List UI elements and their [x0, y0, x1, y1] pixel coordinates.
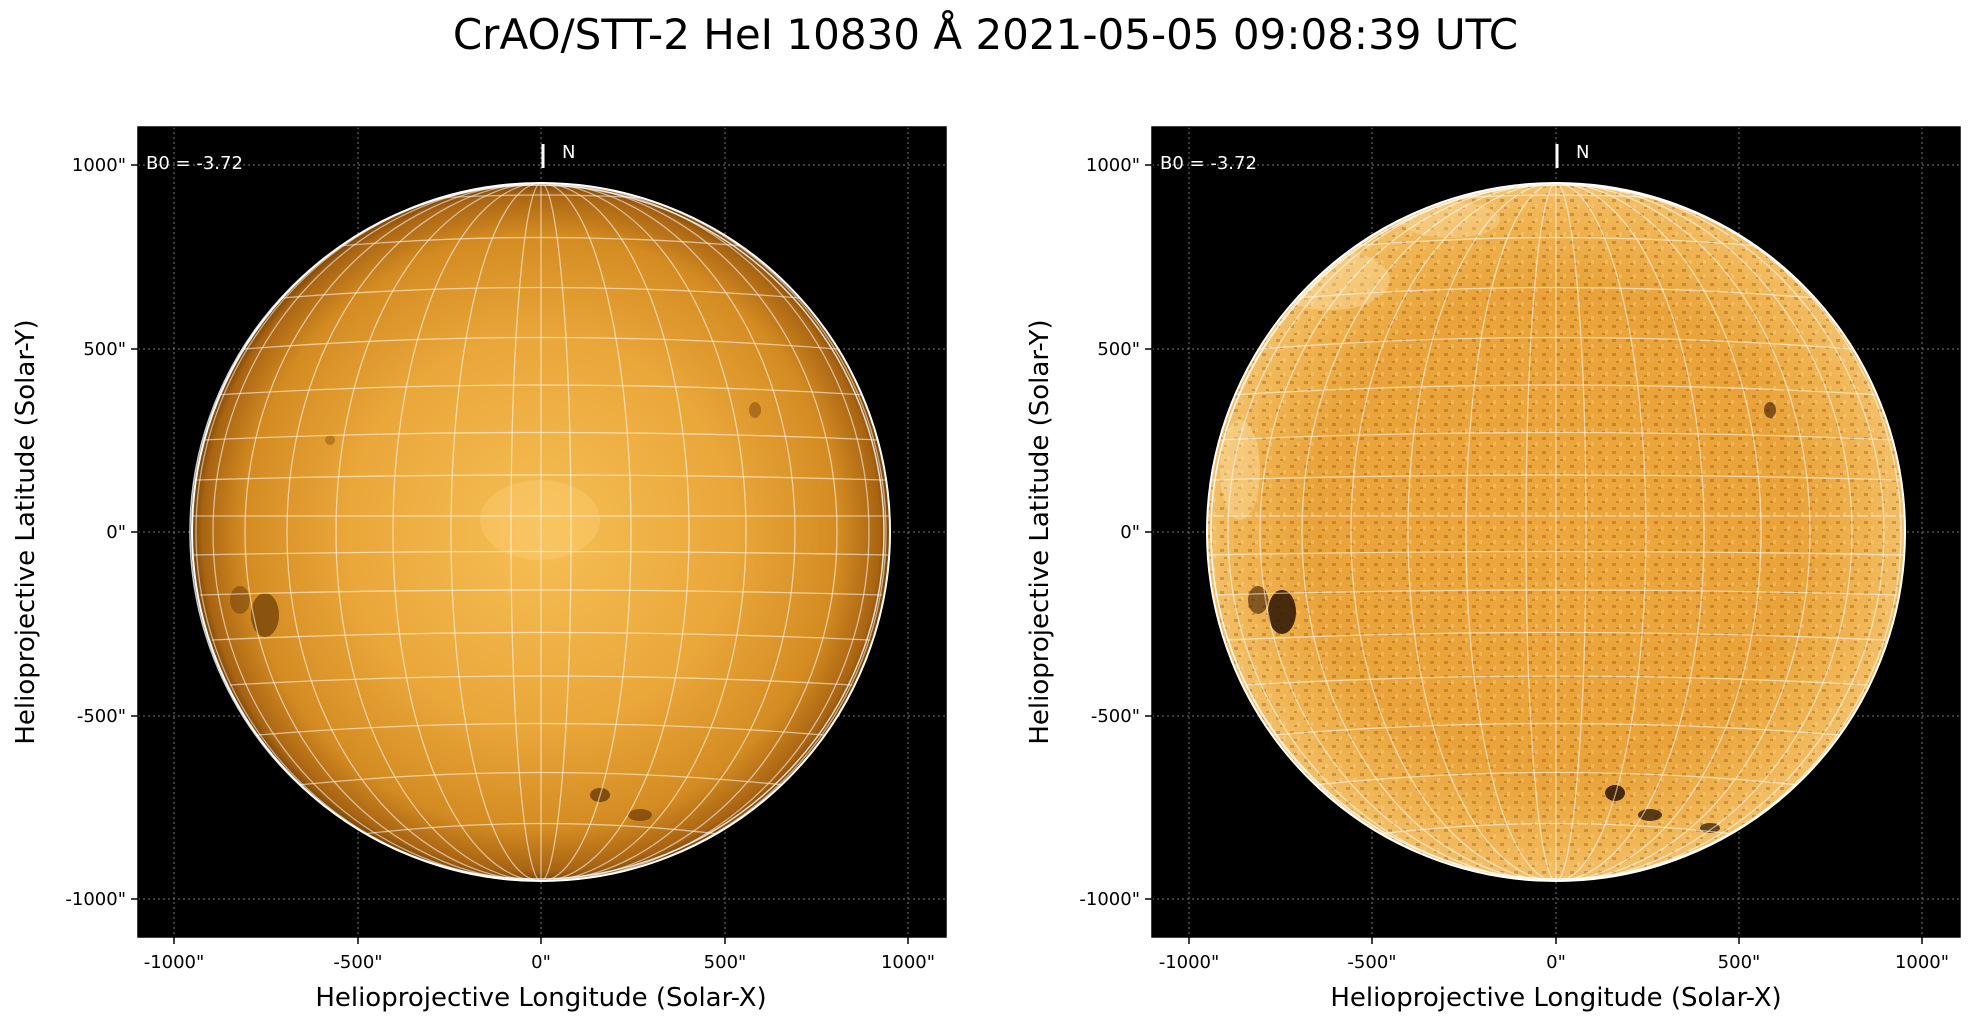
- x-tick-label: 500": [704, 952, 747, 973]
- x-tick-marks: [173, 937, 909, 944]
- x-tick-marks: [1188, 937, 1923, 944]
- x-tick-label: 0": [1546, 952, 1566, 973]
- disk-features: [1207, 183, 1905, 881]
- y-axis-label: Helioprojective Latitude (Solar-Y): [1025, 319, 1055, 744]
- x-axis-label: Helioprojective Longitude (Solar-X): [315, 983, 766, 1013]
- x-tick-label: 1000": [1895, 952, 1949, 973]
- heliographic-grid: [1207, 183, 1905, 881]
- y-tick-label: 500": [1097, 339, 1140, 360]
- y-tick-label: -500": [77, 706, 126, 727]
- dotted-grid: [1152, 127, 1960, 937]
- x-tick-label: -500": [333, 952, 382, 973]
- x-tick-label: -1000": [1159, 952, 1220, 973]
- y-tick-label: 0": [1120, 522, 1140, 543]
- x-tick-labels: -1000" -500" 0" 500" 1000": [1159, 952, 1949, 973]
- b0-label: B0 = -3.72: [1160, 153, 1257, 174]
- y-tick-label: 1000": [72, 155, 126, 176]
- image-background: [1152, 127, 1960, 937]
- image-background: [138, 127, 946, 937]
- y-axis-label: Helioprojective Latitude (Solar-Y): [11, 319, 41, 744]
- x-axis-label: Helioprojective Longitude (Solar-X): [1330, 983, 1781, 1013]
- y-tick-label: -1000": [1079, 889, 1140, 910]
- y-tick-label: 1000": [1086, 155, 1140, 176]
- y-tick-marks: [131, 164, 138, 900]
- x-tick-label: -1000": [144, 952, 205, 973]
- y-tick-marks: [1145, 164, 1152, 900]
- north-label: N: [562, 142, 575, 163]
- y-tick-label: 500": [83, 339, 126, 360]
- b0-label: B0 = -3.72: [146, 153, 243, 174]
- x-tick-label: 1000": [881, 952, 935, 973]
- disk-features: [230, 402, 761, 821]
- dotted-grid: [138, 127, 946, 937]
- axes-frame: [137, 126, 947, 938]
- y-tick-labels: 1000" 500" 0" -500" -1000": [1079, 155, 1140, 910]
- limb-outline: [191, 182, 891, 882]
- x-tick-label: 500": [1718, 952, 1761, 973]
- figure-title: CrAO/STT-2 HeI 10830 Å 2021-05-05 09:08:…: [452, 10, 1519, 59]
- x-tick-label: -500": [1347, 952, 1396, 973]
- y-tick-label: 0": [106, 522, 126, 543]
- solar-disk: [192, 183, 890, 881]
- y-tick-label: -1000": [65, 889, 126, 910]
- limb-outline: [1206, 182, 1906, 882]
- axes-frame: [1151, 126, 1961, 938]
- y-tick-label: -500": [1091, 706, 1140, 727]
- y-tick-labels: 1000" 500" 0" -500" -1000": [65, 155, 126, 910]
- solar-disk: [1207, 183, 1905, 881]
- x-tick-label: 0": [531, 952, 551, 973]
- north-label: N: [1576, 142, 1589, 163]
- x-tick-labels: -1000" -500" 0" 500" 1000": [144, 952, 935, 973]
- heliographic-grid: [192, 183, 890, 881]
